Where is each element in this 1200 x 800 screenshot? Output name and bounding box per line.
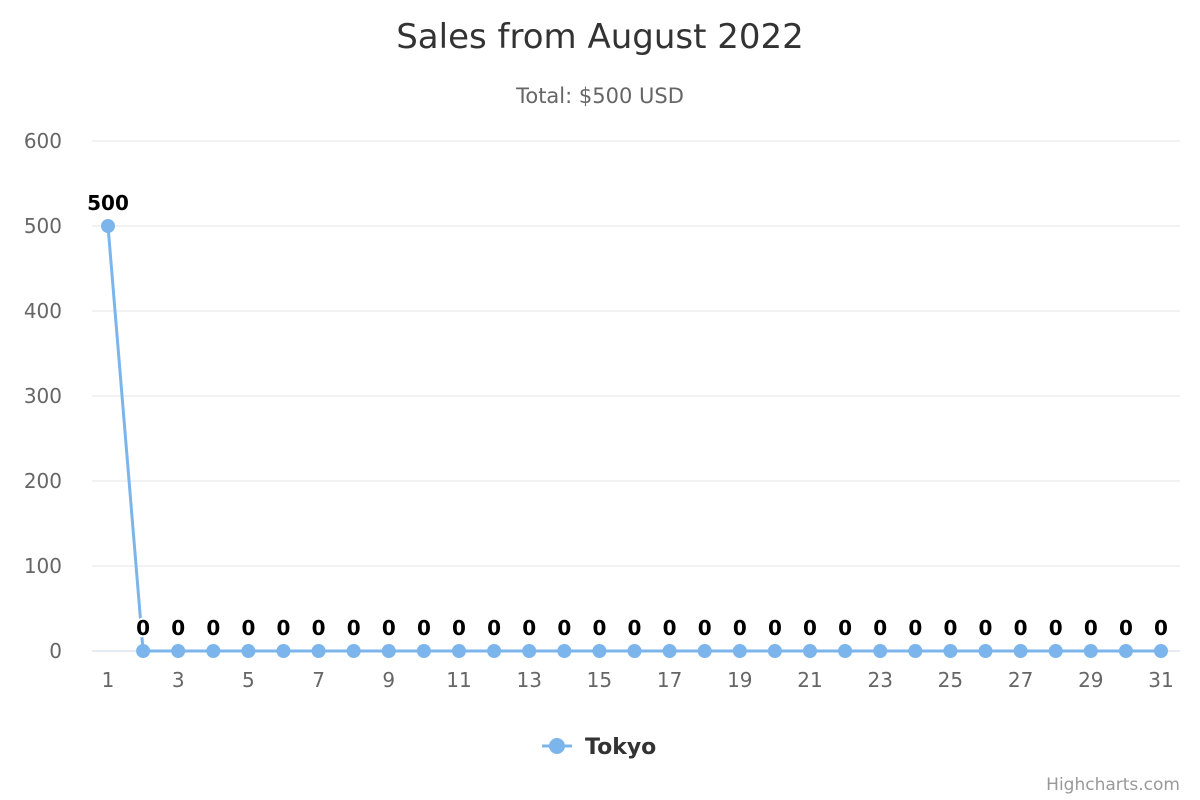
data-label: 0 <box>557 616 571 640</box>
data-label: 0 <box>1084 616 1098 640</box>
data-point[interactable] <box>908 644 923 658</box>
data-point[interactable] <box>1118 644 1133 658</box>
data-point[interactable] <box>311 644 326 658</box>
x-tick-label: 29 <box>1078 668 1103 692</box>
data-label: 0 <box>277 616 291 640</box>
data-point[interactable] <box>1013 644 1028 658</box>
data-point[interactable] <box>1154 644 1168 658</box>
data-label: 0 <box>663 616 677 640</box>
data-point[interactable] <box>171 644 186 658</box>
x-tick-label: 9 <box>382 668 395 692</box>
x-tick-label: 27 <box>1008 668 1033 692</box>
data-label: 0 <box>838 616 852 640</box>
data-point[interactable] <box>662 644 677 658</box>
data-point[interactable] <box>627 644 642 658</box>
data-label: 0 <box>1014 616 1028 640</box>
data-point[interactable] <box>522 644 537 658</box>
chart-title: Sales from August 2022 <box>396 17 804 57</box>
data-point[interactable] <box>767 644 782 658</box>
data-point[interactable] <box>381 644 396 658</box>
credits-link[interactable]: Highcharts.com <box>1046 775 1180 795</box>
series-tokyo[interactable] <box>101 219 1168 658</box>
series-line <box>106 224 1163 653</box>
data-point[interactable] <box>873 644 888 658</box>
x-tick-label: 13 <box>516 668 541 692</box>
data-point[interactable] <box>838 644 853 658</box>
data-label: 0 <box>206 616 220 640</box>
chart-subtitle: Total: $500 USD <box>515 84 684 108</box>
data-label: 0 <box>171 616 185 640</box>
data-label: 0 <box>873 616 887 640</box>
data-label: 0 <box>312 616 326 640</box>
x-tick-label: 21 <box>797 668 822 692</box>
data-point[interactable] <box>732 644 747 658</box>
x-tick-label: 15 <box>587 668 612 692</box>
data-point[interactable] <box>452 644 466 658</box>
data-label: 0 <box>347 616 361 640</box>
data-label: 0 <box>698 616 712 640</box>
data-point[interactable] <box>943 644 958 658</box>
x-tick-label: 17 <box>657 668 682 692</box>
data-label: 0 <box>733 616 747 640</box>
data-label: 0 <box>522 616 536 640</box>
data-label: 0 <box>136 616 150 640</box>
y-tick-label: 600 <box>24 129 62 153</box>
data-label: 0 <box>417 616 431 640</box>
data-point[interactable] <box>803 644 817 658</box>
x-tick-label: 19 <box>727 668 752 692</box>
y-tick-label: 400 <box>24 299 62 323</box>
x-tick-label: 11 <box>446 668 471 692</box>
y-tick-label: 500 <box>24 214 62 238</box>
data-point[interactable] <box>346 644 361 658</box>
data-point[interactable] <box>1048 644 1063 658</box>
data-label: 0 <box>452 616 466 640</box>
data-label: 0 <box>908 616 922 640</box>
data-point[interactable] <box>416 644 431 658</box>
y-tick-label: 200 <box>24 469 62 493</box>
legend[interactable]: Tokyo <box>542 735 656 760</box>
data-point[interactable] <box>241 644 256 658</box>
data-point[interactable] <box>592 644 607 658</box>
data-point[interactable] <box>1083 644 1098 658</box>
x-axis: 1 3 5 7 9 11 13 15 17 19 21 23 25 27 29 31 <box>102 668 1174 692</box>
grid-lines <box>92 140 1180 652</box>
x-tick-label: 31 <box>1148 668 1173 692</box>
data-label: 500 <box>87 191 129 215</box>
y-tick-label: 300 <box>24 384 62 408</box>
y-tick-label: 0 <box>49 639 62 663</box>
legend-item-tokyo[interactable]: Tokyo <box>585 735 656 760</box>
x-tick-label: 23 <box>867 668 892 692</box>
x-tick-label: 5 <box>242 668 255 692</box>
x-tick-label: 7 <box>312 668 325 692</box>
data-point[interactable] <box>101 219 115 233</box>
data-label: 0 <box>487 616 501 640</box>
data-point[interactable] <box>136 644 151 658</box>
x-tick-label: 1 <box>102 668 115 692</box>
data-label: 0 <box>768 616 782 640</box>
data-point[interactable] <box>276 644 291 658</box>
data-label: 0 <box>1154 616 1168 640</box>
data-label: 0 <box>628 616 642 640</box>
data-point[interactable] <box>206 644 221 658</box>
data-point[interactable] <box>697 644 712 658</box>
y-axis: 0 100 200 300 400 500 600 <box>24 129 62 663</box>
data-label: 0 <box>1049 616 1063 640</box>
data-point[interactable] <box>557 644 572 658</box>
x-tick-label: 25 <box>938 668 963 692</box>
data-label: 0 <box>803 616 817 640</box>
data-label: 0 <box>592 616 606 640</box>
data-point[interactable] <box>978 644 993 658</box>
data-label: 0 <box>241 616 255 640</box>
data-point[interactable] <box>487 644 502 658</box>
data-label: 0 <box>382 616 396 640</box>
y-tick-label: 100 <box>24 554 62 578</box>
data-label: 0 <box>979 616 993 640</box>
data-label: 0 <box>1119 616 1133 640</box>
legend-marker-icon <box>549 738 565 754</box>
x-tick-label: 3 <box>172 668 185 692</box>
data-label: 0 <box>943 616 957 640</box>
